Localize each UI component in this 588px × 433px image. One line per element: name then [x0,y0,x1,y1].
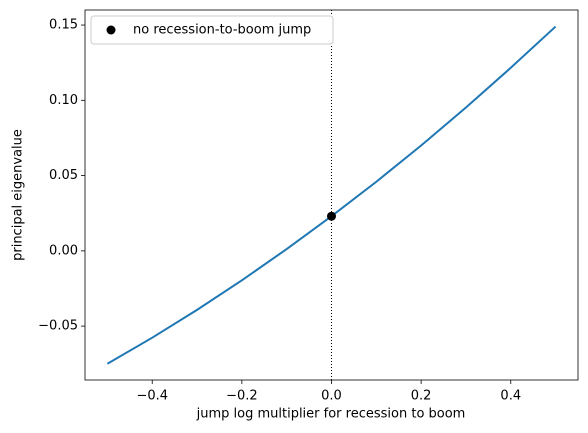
legend-marker [106,25,116,35]
x-tick-label: −0.4 [136,389,168,404]
legend-box [90,15,334,45]
legend-label: no recession-to-boom jump [133,23,311,38]
x-tick-label: 0.0 [321,389,342,404]
y-tick-label: 0.10 [49,93,78,108]
y-tick-label: 0.00 [49,243,78,258]
x-tick-label: 0.4 [500,389,521,404]
y-tick-label: 0.15 [49,18,78,33]
plot-frame [84,9,579,381]
x-tick-label: −0.2 [226,389,258,404]
y-tick-label: 0.05 [49,168,78,183]
x-tick-label: 0.2 [411,389,432,404]
marker-point [327,211,336,221]
y-axis-label: principal eigenvalue [11,129,26,261]
x-axis-label: jump log multiplier for recession to boo… [196,407,466,422]
y-tick-label: −0.05 [38,319,78,334]
